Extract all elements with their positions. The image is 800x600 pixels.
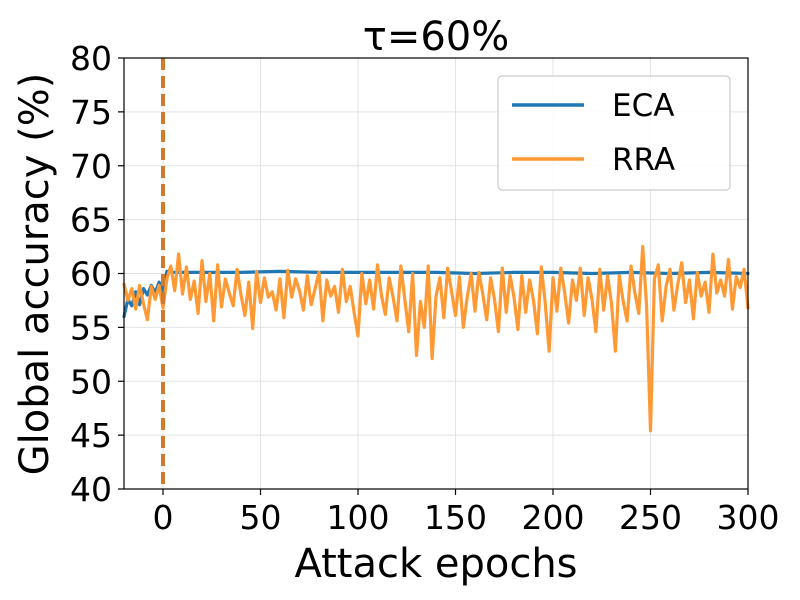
y-tick-label: 55 [70, 308, 112, 347]
y-tick-label: 70 [70, 147, 112, 186]
x-tick-label: 200 [522, 498, 585, 537]
x-tick-label: 250 [619, 498, 682, 537]
x-tick-label: 150 [424, 498, 487, 537]
x-tick-label: 300 [717, 498, 780, 537]
chart-title: τ=60% [363, 14, 510, 60]
y-tick-label: 50 [70, 362, 112, 401]
x-tick-label: 0 [153, 498, 174, 537]
legend-label-rra: RRA [612, 142, 675, 178]
y-axis-label: Global accuracy (%) [12, 73, 58, 476]
x-axis-label: Attack epochs [294, 541, 577, 587]
y-tick-label: 45 [70, 416, 112, 455]
y-tick-label: 65 [70, 201, 112, 240]
x-tick-label: 100 [327, 498, 390, 537]
y-tick-label: 80 [70, 39, 112, 78]
series-line-rra [122, 245, 750, 433]
y-tick-label: 75 [70, 93, 112, 132]
y-tick-label: 40 [70, 470, 112, 509]
legend-label-eca: ECA [612, 88, 674, 124]
y-tick-label: 60 [70, 255, 112, 294]
x-tick-label: 50 [240, 498, 282, 537]
